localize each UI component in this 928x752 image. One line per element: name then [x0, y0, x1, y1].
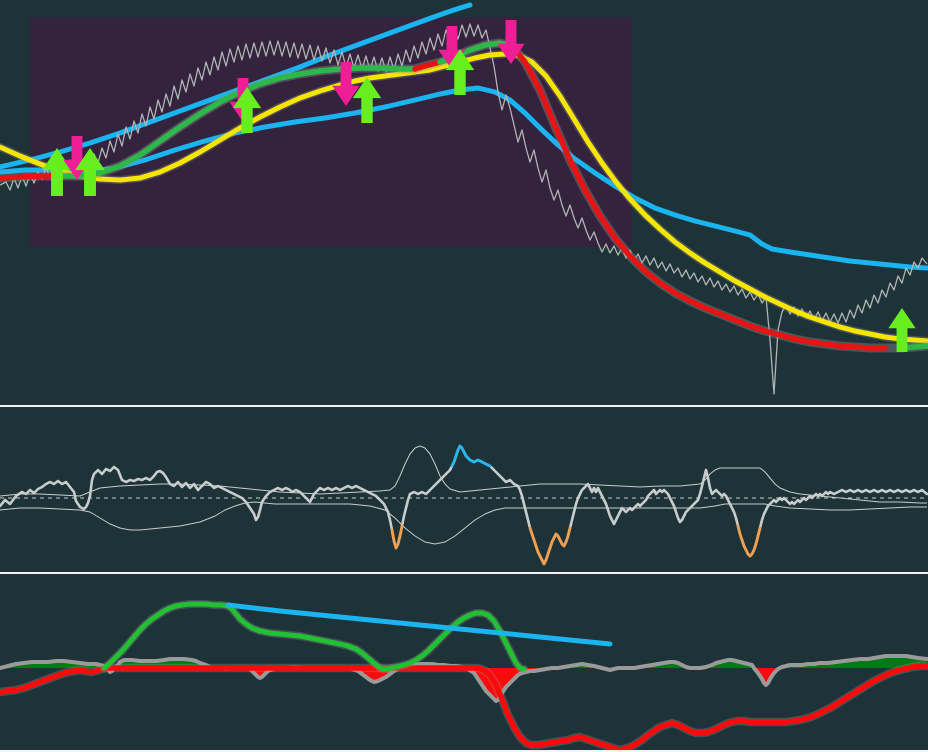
histogram-panel[interactable]	[0, 575, 928, 752]
oscillator-svg[interactable]	[0, 408, 928, 572]
oscillator-oversold-segment	[528, 526, 572, 566]
macd-line	[0, 663, 928, 752]
oscillator-oversold-segment	[736, 524, 762, 558]
fast-ma-segment-down	[412, 59, 443, 72]
oscillator-overbought-segment	[450, 444, 492, 468]
oscillator-line	[0, 444, 928, 566]
buy-signal-arrow-6[interactable]	[352, 77, 382, 123]
buy-signal-arrow-10[interactable]	[888, 308, 916, 352]
signal-line	[101, 601, 527, 672]
oscillator-oversold-segment	[390, 524, 404, 550]
histogram-svg[interactable]	[0, 575, 928, 752]
histogram-negative-fill	[462, 668, 558, 701]
histogram-trend-line	[225, 602, 613, 647]
price-chart-panel[interactable]	[0, 0, 928, 405]
buy-signal-arrow-8[interactable]	[445, 49, 475, 95]
sell-signal-arrow-5[interactable]	[332, 62, 360, 106]
histogram-negative-fill	[754, 668, 778, 685]
buy-signal-arrow-2[interactable]	[75, 148, 105, 196]
macd-line-shadow	[0, 661, 928, 752]
buy-signal-arrow-4[interactable]	[232, 87, 262, 133]
fast-ma-segment-down	[509, 43, 888, 351]
panel-separator-top	[0, 405, 928, 407]
price-line	[0, 23, 928, 395]
signal-arrow-group[interactable]	[42, 20, 916, 352]
price-chart-svg[interactable]	[0, 0, 928, 405]
lower-band-line	[0, 85, 928, 271]
fast-ma-segment-down	[0, 173, 63, 181]
panel-separator-middle	[0, 572, 928, 574]
panel-separator-bottom	[0, 750, 928, 752]
histogram-line	[0, 654, 928, 703]
oscillator-upper-envelope	[0, 445, 927, 504]
oscillator-lower-envelope	[0, 501, 927, 545]
oscillator-panel[interactable]	[0, 408, 928, 572]
sell-signal-arrow-9[interactable]	[497, 20, 525, 64]
